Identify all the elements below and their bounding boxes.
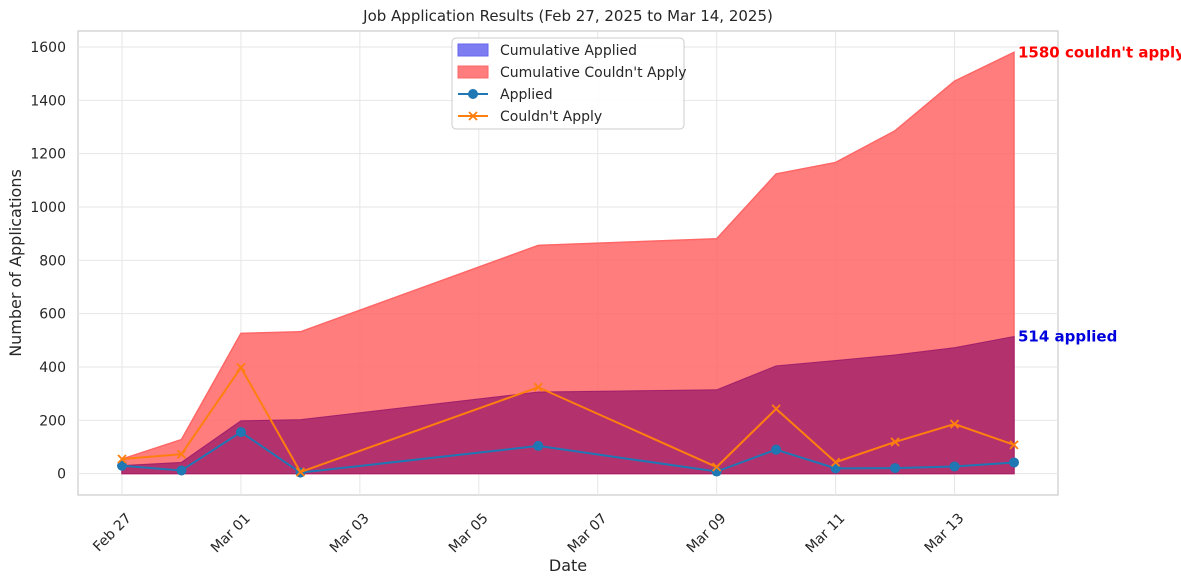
x-tick-label: Mar 03 <box>327 511 373 557</box>
legend-box <box>451 37 685 130</box>
legend-label: Cumulative Applied <box>500 43 637 59</box>
data-point <box>533 382 543 392</box>
data-point <box>890 463 901 474</box>
annotation-label: 514 applied <box>1018 328 1117 346</box>
annotation-label: 1580 couldn't apply <box>1018 43 1181 61</box>
annotations: 1580 couldn't apply 514 applied <box>1018 43 1181 345</box>
y-tick-label: 600 <box>39 307 66 323</box>
y-axis-ticks: 0 200 400 600 800 1000 1200 1400 1600 <box>30 40 66 483</box>
data-point <box>830 457 841 467</box>
y-tick-label: 1600 <box>30 40 66 56</box>
data-point <box>949 419 960 429</box>
legend-label: Couldn't Apply <box>500 109 602 125</box>
y-tick-label: 1000 <box>30 200 66 216</box>
data-point <box>117 454 127 464</box>
x-tick-label: Mar 01 <box>208 511 254 557</box>
data-point <box>890 437 900 447</box>
data-point <box>949 461 960 472</box>
x-axis-ticks: Feb 27 Mar 01 Mar 03 Mar 05 Mar 07 Mar 09 Mar … <box>90 511 967 557</box>
x-tick-label: Mar 13 <box>922 511 968 557</box>
chart-title: Job Application Results (Feb 27, 2025 to… <box>362 7 773 25</box>
data-point <box>295 467 306 477</box>
y-tick-label: 1400 <box>30 93 66 109</box>
y-tick-label: 800 <box>39 253 66 269</box>
y-tick-label: 0 <box>57 467 66 483</box>
legend-label: Cumulative Couldn't Apply <box>500 65 687 81</box>
data-point <box>712 462 722 472</box>
data-point <box>235 427 246 438</box>
data-point <box>176 465 187 476</box>
y-tick-label: 400 <box>39 360 66 376</box>
data-point <box>117 460 127 471</box>
x-tick-label: Mar 11 <box>803 511 849 557</box>
x-tick-label: Mar 05 <box>446 511 492 557</box>
y-axis-label: Number of Applications <box>6 169 25 357</box>
line-series <box>117 362 1019 478</box>
data-point <box>771 404 781 414</box>
legend: Cumulative Applied Cumulative Couldn't Ap… <box>451 37 687 130</box>
legend-swatch <box>457 65 489 79</box>
data-point <box>533 440 544 451</box>
data-point <box>176 449 187 459</box>
area-series <box>121 51 1015 475</box>
y-tick-label: 200 <box>39 413 66 429</box>
y-tick-label: 1200 <box>30 147 66 163</box>
legend-swatch <box>457 43 489 57</box>
data-point <box>1009 457 1019 468</box>
x-tick-label: Mar 09 <box>684 511 730 557</box>
x-tick-label: Feb 27 <box>90 511 135 556</box>
x-axis-label: Date <box>549 556 587 575</box>
legend-label: Applied <box>500 87 553 103</box>
legend-swatch <box>458 111 488 121</box>
area-overlap <box>121 335 1015 475</box>
x-tick-label: Mar 07 <box>565 511 611 557</box>
data-point <box>1009 440 1019 450</box>
data-point <box>236 362 246 373</box>
data-point <box>771 444 782 455</box>
legend-swatch <box>458 89 488 99</box>
